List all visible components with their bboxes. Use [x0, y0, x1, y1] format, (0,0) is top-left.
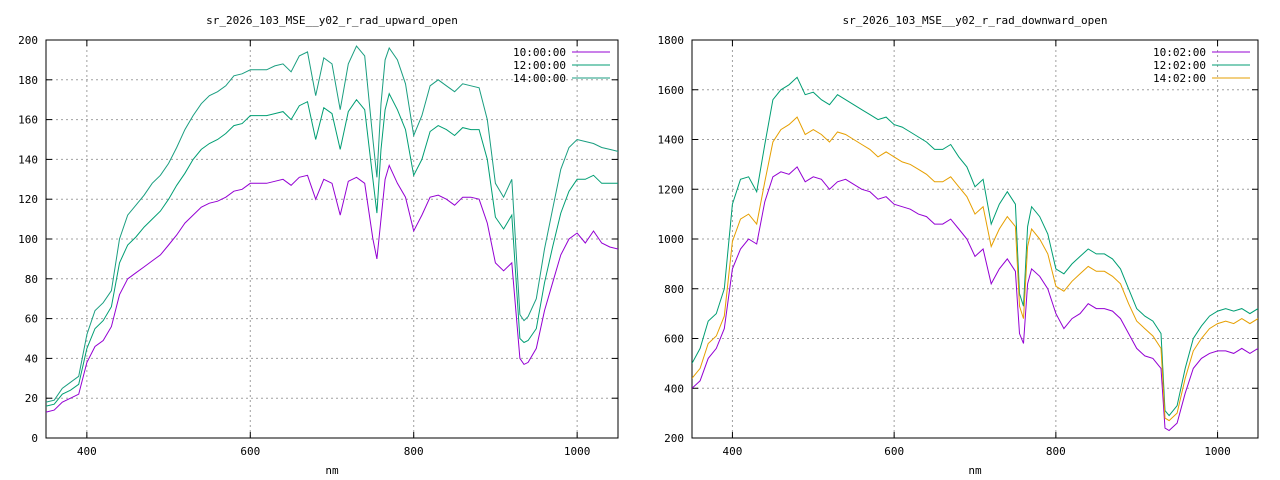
y-tick-label: 140: [18, 153, 38, 166]
y-tick-label: 1600: [658, 84, 685, 97]
chart-panel-upward: 400 600 800 1000 0 20 40 60 80 100 120 140 160 180 200…: [18, 14, 619, 477]
legend-label: 14:00:00: [513, 72, 566, 85]
y-tick-label: 20: [25, 392, 38, 405]
chart-title: sr_2026_103_MSE__y02_r_rad_upward_open: [206, 14, 458, 27]
y-tick-label: 1200: [658, 183, 685, 196]
chart-upward: 400 600 800 1000 0 20 40 60 80 100 120 140 160 180 200…: [18, 14, 619, 477]
legend-label: 10:00:00: [513, 46, 566, 59]
series-line-2: [46, 92, 618, 407]
legend-label: 10:02:00: [1153, 46, 1206, 59]
x-tick-label: 600: [240, 445, 260, 458]
legend-label: 14:02:00: [1153, 72, 1206, 85]
y-tick-label: 1000: [658, 233, 685, 246]
y-tick-label: 1800: [658, 34, 685, 47]
y-tick-label: 80: [25, 273, 38, 286]
chart-panel-downward: 400 600 800 1000 200 400 600 800 1000 1200 1400 160…: [640, 0, 1280, 480]
y-tick-label: 600: [664, 333, 684, 346]
series-line-1: [692, 166, 1258, 432]
series-line-1: [46, 163, 618, 413]
y-tick-label: 120: [18, 193, 38, 206]
y-tick-label: 200: [18, 34, 38, 47]
x-axis-label: nm: [968, 464, 982, 477]
x-tick-label: 400: [722, 445, 742, 458]
series-line-3: [692, 116, 1258, 422]
y-tick-label: 100: [18, 233, 38, 246]
y-tick-label: 400: [664, 382, 684, 395]
series-line-3: [46, 45, 618, 403]
y-tick-label: 800: [664, 283, 684, 296]
x-tick-label: 800: [1046, 445, 1066, 458]
y-tick-label: 60: [25, 313, 38, 326]
x-tick-label: 600: [884, 445, 904, 458]
y-tick-label: 0: [31, 432, 38, 445]
x-tick-label: 800: [404, 445, 424, 458]
chart-title: sr_2026_103_MSE__y02_r_rad_downward_open: [843, 14, 1108, 27]
y-tick-label: 180: [18, 74, 38, 87]
legend-label: 12:00:00: [513, 59, 566, 72]
y-tick-label: 160: [18, 114, 38, 127]
x-axis-label: nm: [325, 464, 339, 477]
legend-label: 12:02:00: [1153, 59, 1206, 72]
series-line-2: [692, 76, 1258, 417]
x-tick-label: 400: [77, 445, 97, 458]
chart-downward: 400 600 800 1000 200 400 600 800 1000 1200 1400 160…: [658, 14, 1259, 477]
x-tick-label: 1000: [1204, 445, 1231, 458]
y-tick-label: 40: [25, 352, 38, 365]
y-tick-label: 200: [664, 432, 684, 445]
x-tick-label: 1000: [564, 445, 591, 458]
y-tick-label: 1400: [658, 134, 685, 147]
